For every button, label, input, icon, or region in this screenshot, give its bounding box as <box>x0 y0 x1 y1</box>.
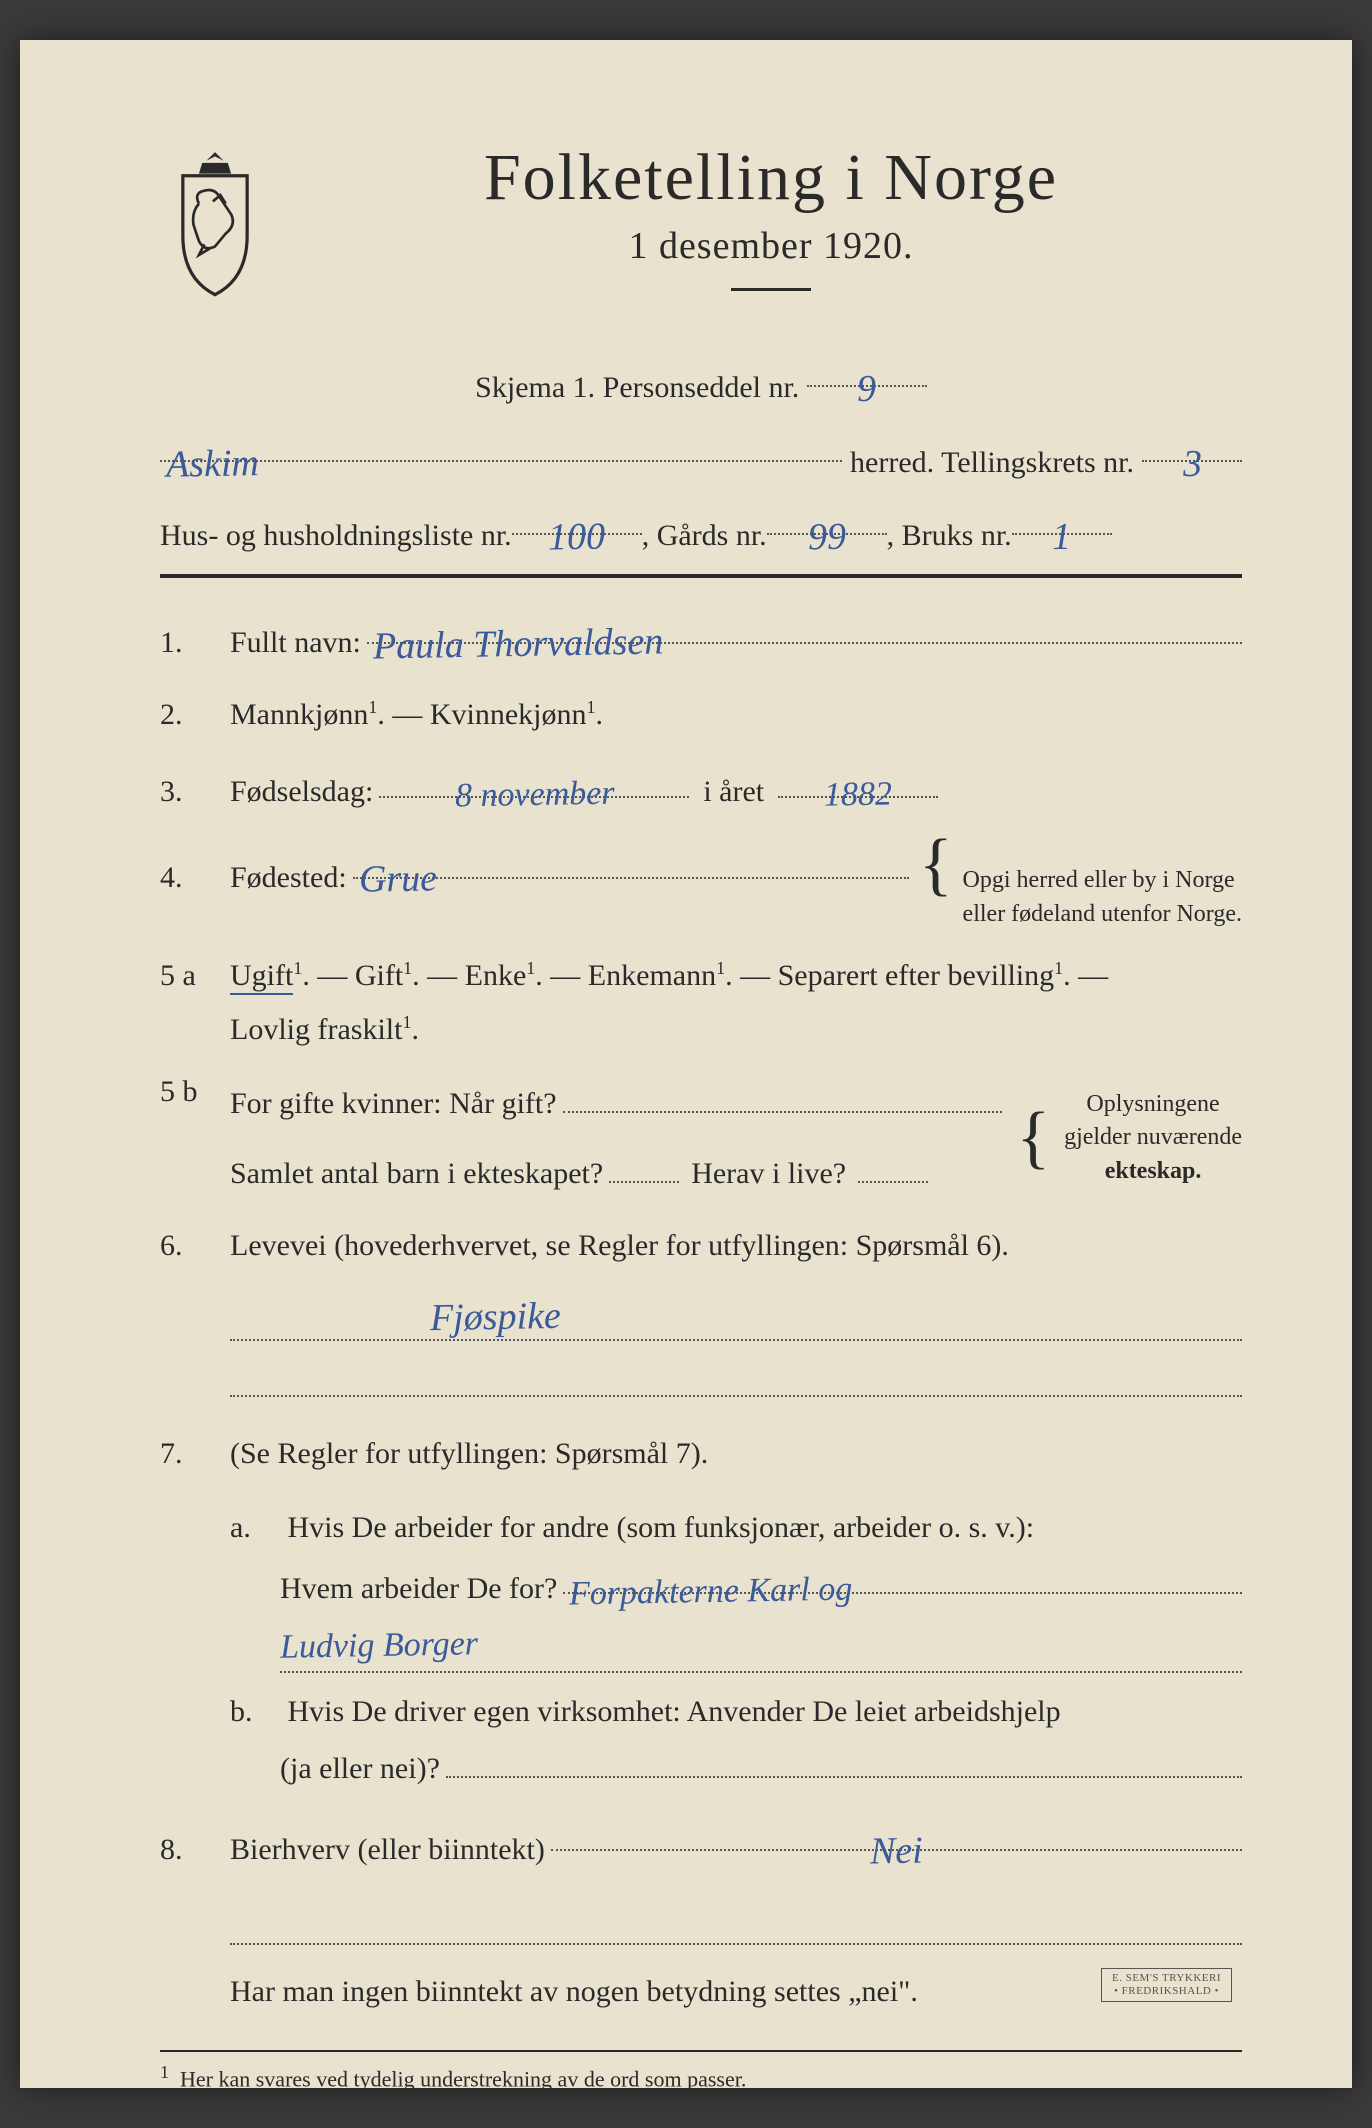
q4-note: Opgi herred eller by i Norge eller fødel… <box>963 864 1242 931</box>
q7b-label2: (ja eller nei)? <box>280 1740 440 1797</box>
q7b-line2: (ja eller nei)? <box>280 1740 1242 1797</box>
census-form-page: Folketelling i Norge 1 desember 1920. Sk… <box>20 40 1352 2088</box>
q2-num: 2. <box>160 698 230 732</box>
q4-num: 4. <box>160 861 230 895</box>
header: Folketelling i Norge 1 desember 1920. <box>160 140 1242 319</box>
herred-value: Askim <box>160 424 842 462</box>
q8-label: Bierhverv (eller biinntekt) <box>230 1823 545 1877</box>
q4-value: Grue <box>353 841 909 879</box>
bruks-nr: 1 <box>1012 497 1112 535</box>
meta-herred: Askim herred. Tellingskrets nr. 3 <box>160 424 1242 491</box>
q2-sep: . — Kvinnekjønn <box>377 698 586 731</box>
q7a-value2-row: Ludvig Borger <box>280 1623 1242 1673</box>
q8: 8. Bierhverv (eller biinntekt) Nei <box>160 1813 1242 1877</box>
gards-nr: 99 <box>767 497 887 535</box>
q5a-line2: Lovlig fraskilt <box>230 1013 402 1046</box>
personseddel-nr: 9 <box>807 349 927 387</box>
skjema-label: Skjema 1. Personseddel nr. <box>475 371 799 404</box>
main-title: Folketelling i Norge <box>300 140 1242 216</box>
q7-label: (Se Regler for utfyllingen: Spørsmål 7). <box>230 1437 708 1470</box>
q3-day: 8 november <box>379 760 689 798</box>
q3-year: 1882 <box>778 760 938 798</box>
q3-label-b: i året <box>695 765 772 819</box>
meta-numbers: Hus- og husholdningsliste nr. 100 , Gård… <box>160 497 1242 564</box>
q7b-label1: Hvis De driver egen virksomhet: Anvender… <box>288 1695 1061 1728</box>
q7b: b. Hvis De driver egen virksomhet: Anven… <box>230 1683 1242 1740</box>
q5a-ugift: Ugift <box>230 959 293 995</box>
q7a: a. Hvis De arbeider for andre (som funks… <box>230 1499 1242 1556</box>
coat-of-arms-icon <box>160 150 270 300</box>
q5b-a: For gifte kvinner: Når gift? <box>230 1077 557 1131</box>
q5b-c: Herav i live? <box>685 1147 852 1201</box>
q6-num: 6. <box>160 1229 230 1263</box>
brace-icon: { <box>919 837 953 893</box>
footnote-rule <box>160 2050 1242 2052</box>
q4: 4. Fødested: Grue { Opgi herred eller by… <box>160 837 1242 931</box>
q6-label: Levevei (hovederhvervet, se Regler for u… <box>230 1229 1009 1262</box>
gards-label: , Gårds nr. <box>642 507 767 564</box>
q6: 6. Levevei (hovederhvervet, se Regler fo… <box>160 1219 1242 1273</box>
herred-label: herred. Tellingskrets nr. <box>842 434 1142 491</box>
q3: 3. Fødselsdag: 8 november i året 1882 <box>160 760 1242 819</box>
meta-skjema: Skjema 1. Personseddel nr. 9 <box>160 349 1242 416</box>
q7a-line2: Hvem arbeider De for? Forpakterne Karl o… <box>280 1556 1242 1617</box>
q1-value: Paula Thorvaldsen <box>367 606 1242 644</box>
title-block: Folketelling i Norge 1 desember 1920. <box>300 140 1242 319</box>
q8-value: Nei <box>551 1813 1242 1851</box>
q5b-b: Samlet antal barn i ekteskapet? <box>230 1147 603 1201</box>
q3-num: 3. <box>160 775 230 809</box>
q7b-blank <box>446 1740 1242 1778</box>
q7: 7. (Se Regler for utfyllingen: Spørsmål … <box>160 1427 1242 1481</box>
q7a-value1: Forpakterne Karl og <box>563 1556 1242 1594</box>
q5a-num: 5 a <box>160 959 230 993</box>
footnote: 1 Her kan svares ved tydelig understrekn… <box>160 2062 1242 2092</box>
tellingskrets-nr: 3 <box>1142 424 1242 462</box>
q8-num: 8. <box>160 1833 230 1867</box>
section-divider <box>160 574 1242 578</box>
q7a-label1: Hvis De arbeider for andre (som funksjon… <box>288 1511 1035 1544</box>
q2: 2. Mannkjønn1. — Kvinnekjønn1. <box>160 688 1242 742</box>
husholdning-nr: 100 <box>512 497 642 535</box>
q1-num: 1. <box>160 626 230 660</box>
q5b-gift-blank <box>563 1075 1003 1113</box>
q5b-num: 5 b <box>160 1075 230 1109</box>
q5b-note: Oplysningene gjelder nuværende ekteskap. <box>1064 1088 1242 1189</box>
q7-num: 7. <box>160 1437 230 1471</box>
subtitle: 1 desember 1920. <box>300 224 1242 268</box>
q2-opt1: Mannkjønn <box>230 698 368 731</box>
brace-icon: { <box>1016 1110 1050 1166</box>
title-divider <box>731 288 811 291</box>
q7a-letter: a. <box>230 1499 280 1556</box>
q6-blank <box>230 1347 1242 1397</box>
q5b: 5 b For gifte kvinner: Når gift? Samlet … <box>160 1075 1242 1201</box>
q1: 1. Fullt navn: Paula Thorvaldsen <box>160 606 1242 670</box>
husholdning-label: Hus- og husholdningsliste nr. <box>160 507 512 564</box>
q5a: 5 a Ugift1. — Gift1. — Enke1. — Enkemann… <box>160 949 1242 1057</box>
q8-blank <box>230 1895 1242 1945</box>
q4-label: Fødested: <box>230 851 347 905</box>
bruks-label: , Bruks nr. <box>887 507 1012 564</box>
printer-stamp: E. SEM'S TRYKKERI • FREDRIKSHALD • <box>1101 1968 1232 2002</box>
q7a-label2: Hvem arbeider De for? <box>280 1560 557 1617</box>
q6-value-row: Fjøspike <box>230 1291 1242 1341</box>
closing-note: Har man ingen biinntekt av nogen betydni… <box>230 1963 1242 2020</box>
q1-label: Fullt navn: <box>230 616 361 670</box>
q3-label-a: Fødselsdag: <box>230 765 373 819</box>
q7b-letter: b. <box>230 1683 280 1740</box>
